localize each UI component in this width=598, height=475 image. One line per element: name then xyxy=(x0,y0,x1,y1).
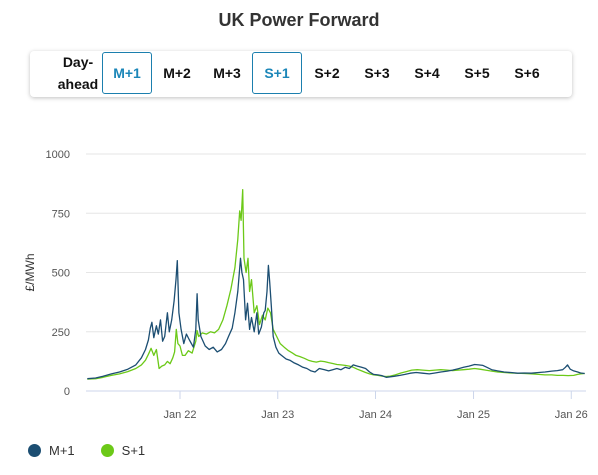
legend-item-m1[interactable]: M+1 xyxy=(28,443,75,458)
legend-item-s1[interactable]: S+1 xyxy=(100,442,146,458)
x-tick-label: Jan 25 xyxy=(457,409,490,421)
legend-label-s1: S+1 xyxy=(121,442,146,458)
y-axis-title: £/MWh xyxy=(23,253,37,291)
legend-swatch-s1 xyxy=(100,443,114,457)
series-lines xyxy=(87,188,585,380)
y-tick-label: 0 xyxy=(64,386,70,398)
series-line-m1[interactable] xyxy=(87,257,585,380)
contract-tab-bar: Day- ahead M+1 M+2 M+3 S+1 S+2 S+3 S+4 S… xyxy=(30,51,572,97)
tab-day-ahead[interactable]: Day- ahead xyxy=(57,54,99,92)
chart-title: UK Power Forward xyxy=(218,10,380,30)
legend-label-m1: M+1 xyxy=(49,442,75,458)
tab-s4[interactable]: S+4 xyxy=(414,65,440,81)
y-tick-label: 250 xyxy=(52,327,70,339)
y-tick-label: 500 xyxy=(52,268,70,280)
tab-m1[interactable]: M+1 xyxy=(102,52,152,94)
y-tick-label: 1000 xyxy=(46,149,70,161)
tab-s1[interactable]: S+1 xyxy=(252,52,302,94)
series-line-s1[interactable] xyxy=(87,188,585,380)
legend-swatch-m1 xyxy=(28,443,41,457)
tab-m2[interactable]: M+2 xyxy=(163,65,191,81)
legend: M+1 S+1 xyxy=(28,440,171,460)
x-tick-label: Jan 26 xyxy=(555,409,588,421)
tab-s3[interactable]: S+3 xyxy=(364,65,390,81)
tab-s6[interactable]: S+6 xyxy=(514,65,540,81)
tab-s2[interactable]: S+2 xyxy=(314,65,340,81)
axes: 0 250 500 750 1000 Jan 22 Jan 23 Jan 24 Jan 25 Ja… xyxy=(46,149,588,421)
x-tick-label: Jan 22 xyxy=(163,409,196,421)
y-tick-label: 750 xyxy=(52,208,70,220)
tab-s5[interactable]: S+5 xyxy=(464,65,490,81)
tab-m3[interactable]: M+3 xyxy=(213,65,241,81)
x-tick-label: Jan 23 xyxy=(261,409,294,421)
grid-lines xyxy=(86,153,586,392)
x-tick-label: Jan 24 xyxy=(359,409,392,421)
